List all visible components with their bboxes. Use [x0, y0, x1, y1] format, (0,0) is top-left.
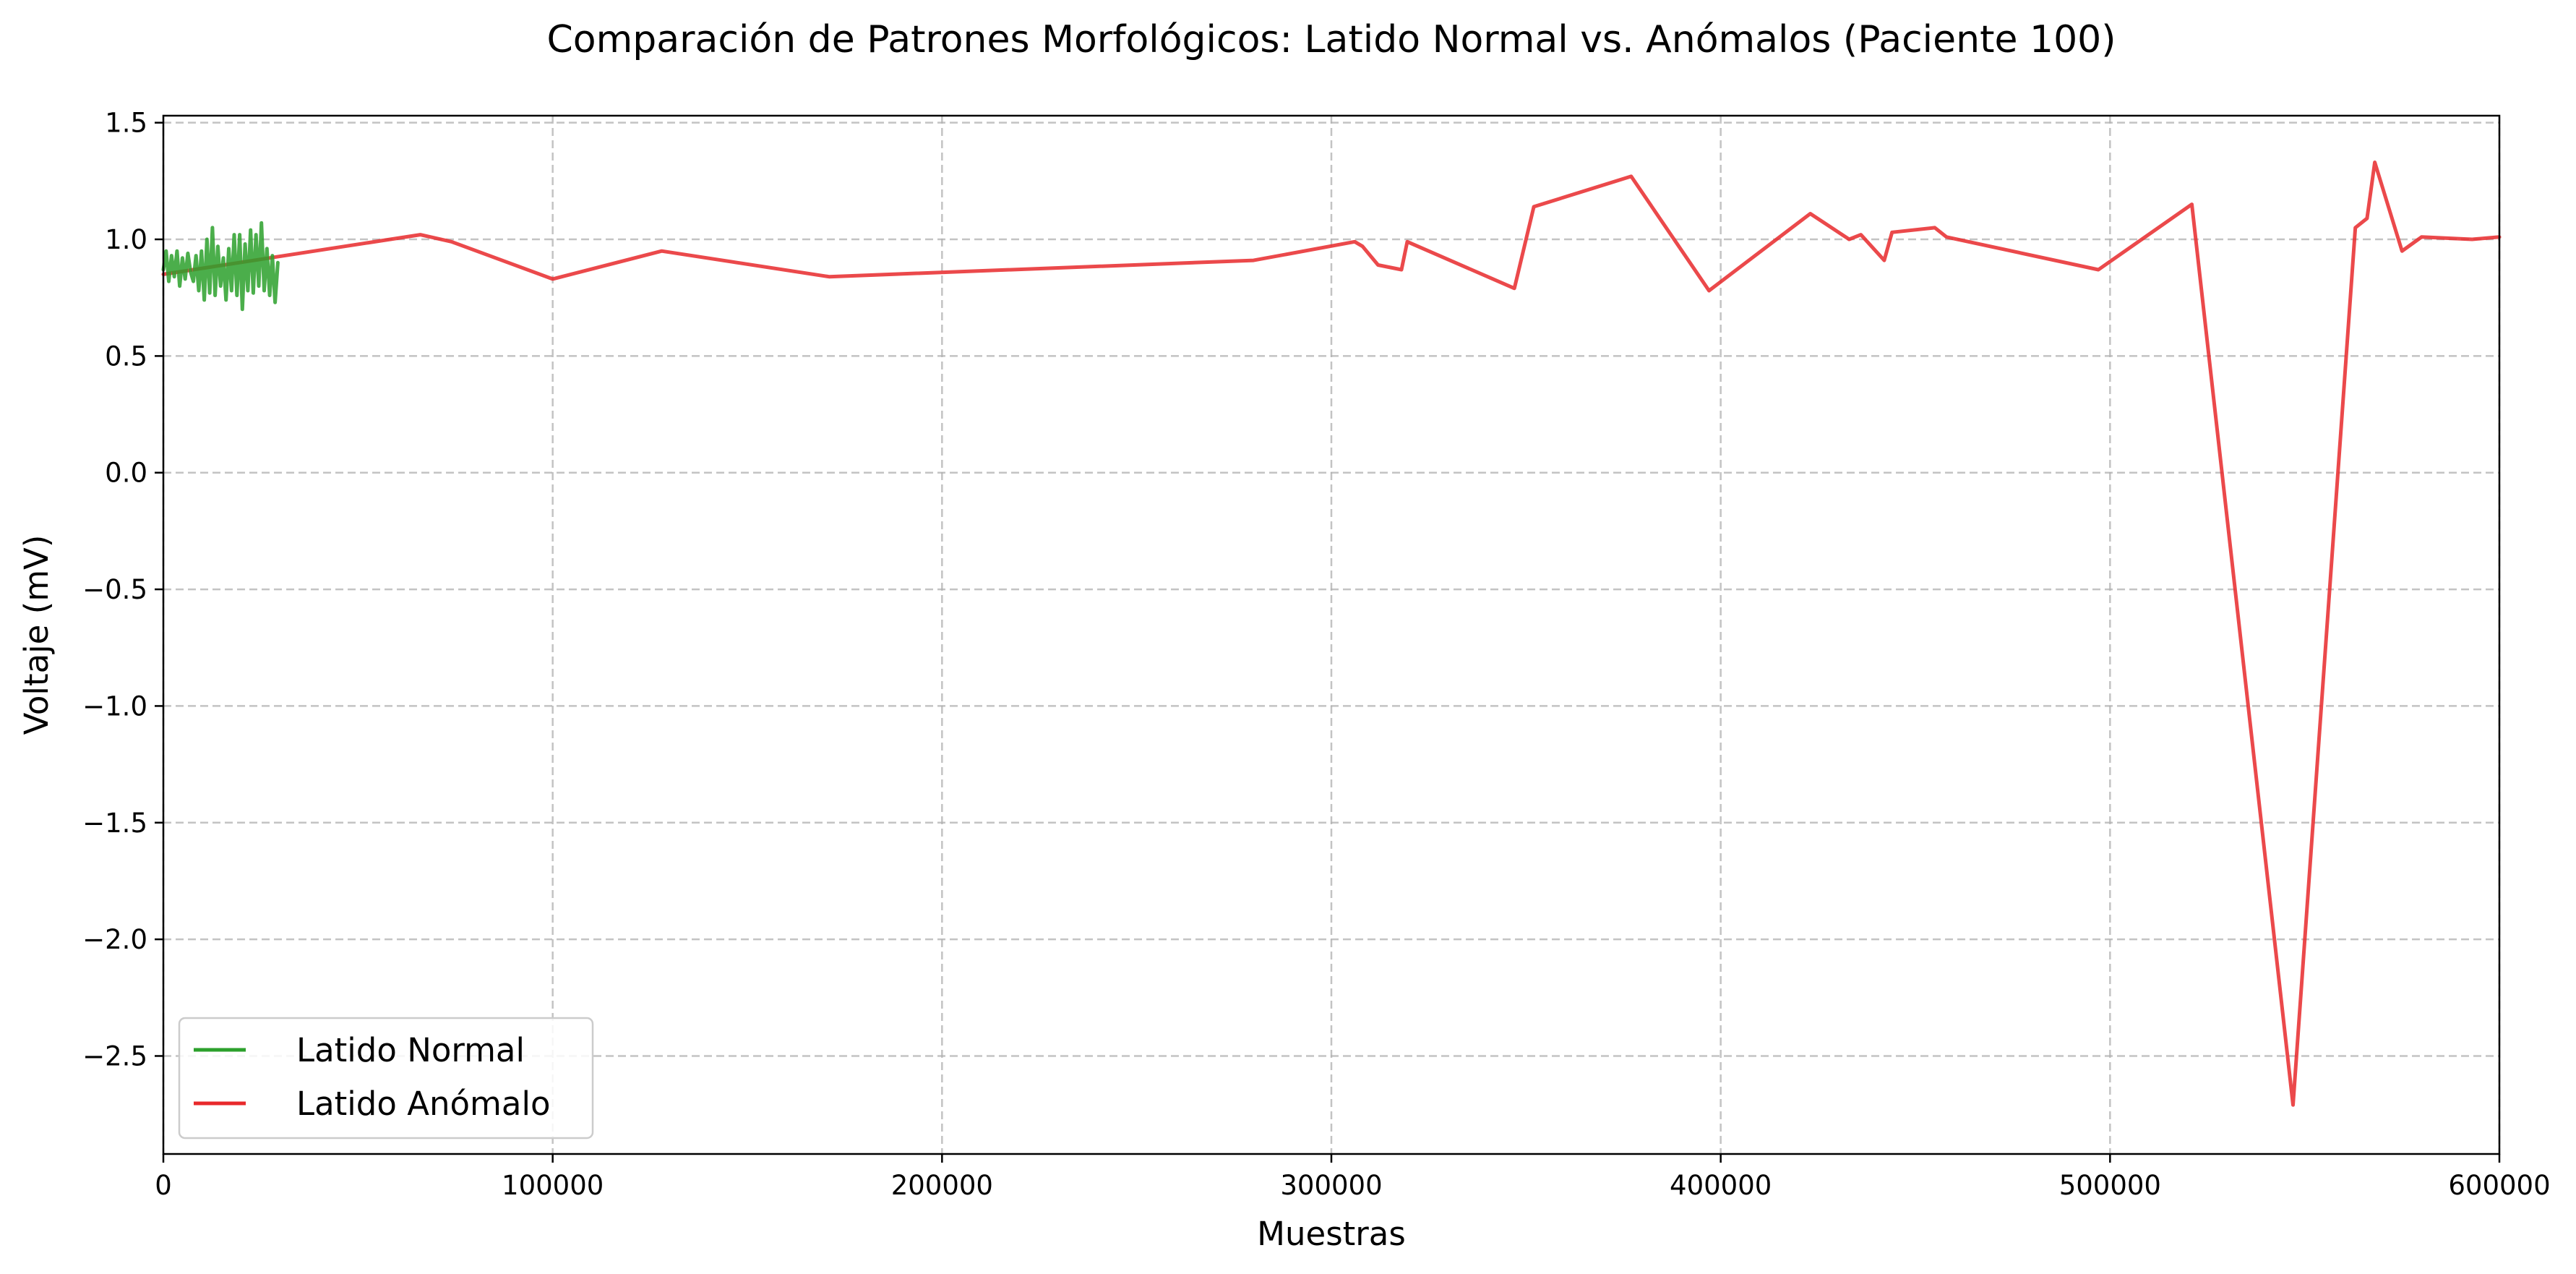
grid	[162, 116, 2501, 1154]
x-tick-label: 100000	[502, 1170, 604, 1201]
y-tick-label: −1.5	[82, 808, 147, 839]
y-tick-label: −2.0	[82, 924, 147, 955]
y-tick-label: 1.5	[105, 108, 147, 139]
x-tick-label: 200000	[891, 1170, 993, 1201]
x-tick-label: 0	[155, 1170, 172, 1201]
x-tick-label: 300000	[1280, 1170, 1382, 1201]
x-axis-label: Muestras	[1257, 1215, 1406, 1253]
y-tick-label: 1.0	[105, 224, 147, 255]
series-line-anomalous	[161, 161, 2502, 1107]
x-tick-label: 600000	[2448, 1170, 2550, 1201]
series-line-normal	[161, 221, 280, 312]
chart-title: Comparación de Patrones Morfológicos: La…	[546, 18, 2116, 61]
legend-label-normal: Latido Normal	[296, 1031, 525, 1069]
x-tick-label: 400000	[1670, 1170, 1772, 1201]
legend: Latido Normal Latido Anómalo	[178, 1017, 594, 1140]
x-axis: 0 100000 200000 300000 400000 500000 600000	[155, 1154, 2551, 1201]
y-tick-label: −2.5	[82, 1040, 147, 1072]
x-tick-label: 500000	[2059, 1170, 2161, 1201]
legend-box	[178, 1017, 594, 1140]
y-tick-label: 0.0	[105, 458, 147, 489]
y-tick-label: −0.5	[82, 574, 147, 605]
legend-label-anomalous: Latido Anómalo	[296, 1085, 550, 1123]
y-axis: 1.5 1.0 0.5 0.0 −0.5 −1.0 −1.5 −2.0 −2.5	[82, 108, 163, 1072]
plot-series	[161, 161, 2502, 1107]
y-tick-label: −1.0	[82, 691, 147, 722]
y-tick-label: 0.5	[105, 341, 147, 372]
y-axis-label: Voltaje (mV)	[17, 535, 56, 735]
